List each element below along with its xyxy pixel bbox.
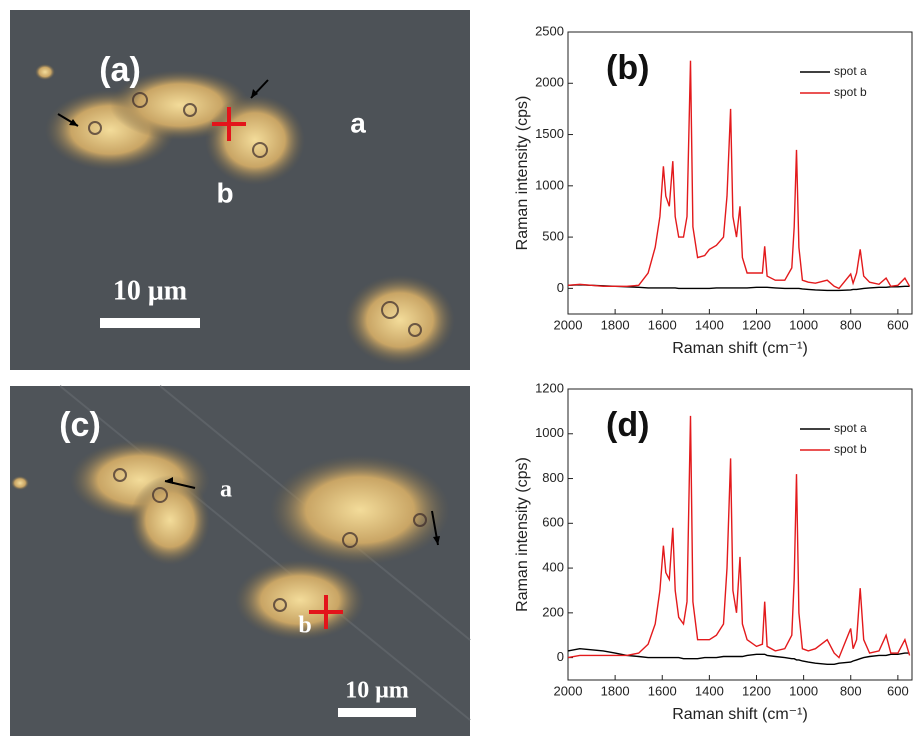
micrograph-a <box>10 10 470 370</box>
x-axis-label: Raman shift (cm⁻¹) <box>672 340 808 357</box>
y-tick-label: 1500 <box>535 126 564 141</box>
x-tick-label: 1400 <box>695 683 724 698</box>
spot-label: a <box>350 107 366 138</box>
y-tick-label: 0 <box>557 280 564 295</box>
y-tick-label: 500 <box>542 229 564 244</box>
y-tick-label: 600 <box>542 515 564 530</box>
y-axis-label: Raman intensity (cps) <box>514 457 531 612</box>
x-tick-label: 1600 <box>648 683 677 698</box>
scale-bar-label: 10 μm <box>113 275 187 306</box>
y-tick-label: 1000 <box>535 177 564 192</box>
spectrum-line <box>567 647 910 665</box>
x-tick-label: 600 <box>887 317 909 332</box>
panel-label: (a) <box>99 51 141 89</box>
x-tick-label: 2000 <box>554 317 583 332</box>
x-tick-label: 1000 <box>789 683 818 698</box>
x-tick-label: 800 <box>840 683 862 698</box>
y-tick-label: 1000 <box>535 425 564 440</box>
spectrum-line <box>567 284 910 292</box>
x-tick-label: 1600 <box>648 317 677 332</box>
y-tick-label: 0 <box>557 649 564 664</box>
x-tick-label: 1800 <box>601 683 630 698</box>
x-axis-label: Raman shift (cm⁻¹) <box>672 706 808 723</box>
y-tick-label: 400 <box>542 560 564 575</box>
scale-bar-label: 10 μm <box>345 678 409 704</box>
chart-title: (b) <box>606 49 649 87</box>
x-tick-label: 1400 <box>695 317 724 332</box>
spectrum-line <box>567 415 911 659</box>
legend-label: spot b <box>834 442 867 456</box>
x-tick-label: 600 <box>887 683 909 698</box>
x-tick-label: 800 <box>840 317 862 332</box>
legend-label: spot b <box>834 85 867 99</box>
spot-label: a <box>220 477 232 503</box>
y-tick-label: 2500 <box>535 23 564 38</box>
y-tick-label: 200 <box>542 604 564 619</box>
x-tick-label: 1200 <box>742 683 771 698</box>
y-axis-label: Raman intensity (cps) <box>514 96 531 251</box>
spectrum-line <box>567 60 911 290</box>
panel-label: (c) <box>59 406 101 444</box>
chart-title: (d) <box>606 406 649 444</box>
plot-frame <box>567 31 913 315</box>
x-tick-label: 1200 <box>742 317 771 332</box>
y-tick-label: 800 <box>542 470 564 485</box>
legend-label: spot a <box>834 64 867 78</box>
micrograph-c <box>10 385 471 736</box>
plot-frame <box>567 388 913 681</box>
y-tick-label: 2000 <box>535 75 564 90</box>
x-tick-label: 1000 <box>789 317 818 332</box>
legend-label: spot a <box>834 421 867 435</box>
spot-label: b <box>298 613 311 639</box>
spot-label: b <box>216 177 233 208</box>
y-tick-label: 1200 <box>535 380 564 395</box>
x-tick-label: 1800 <box>601 317 630 332</box>
x-tick-label: 2000 <box>554 683 583 698</box>
